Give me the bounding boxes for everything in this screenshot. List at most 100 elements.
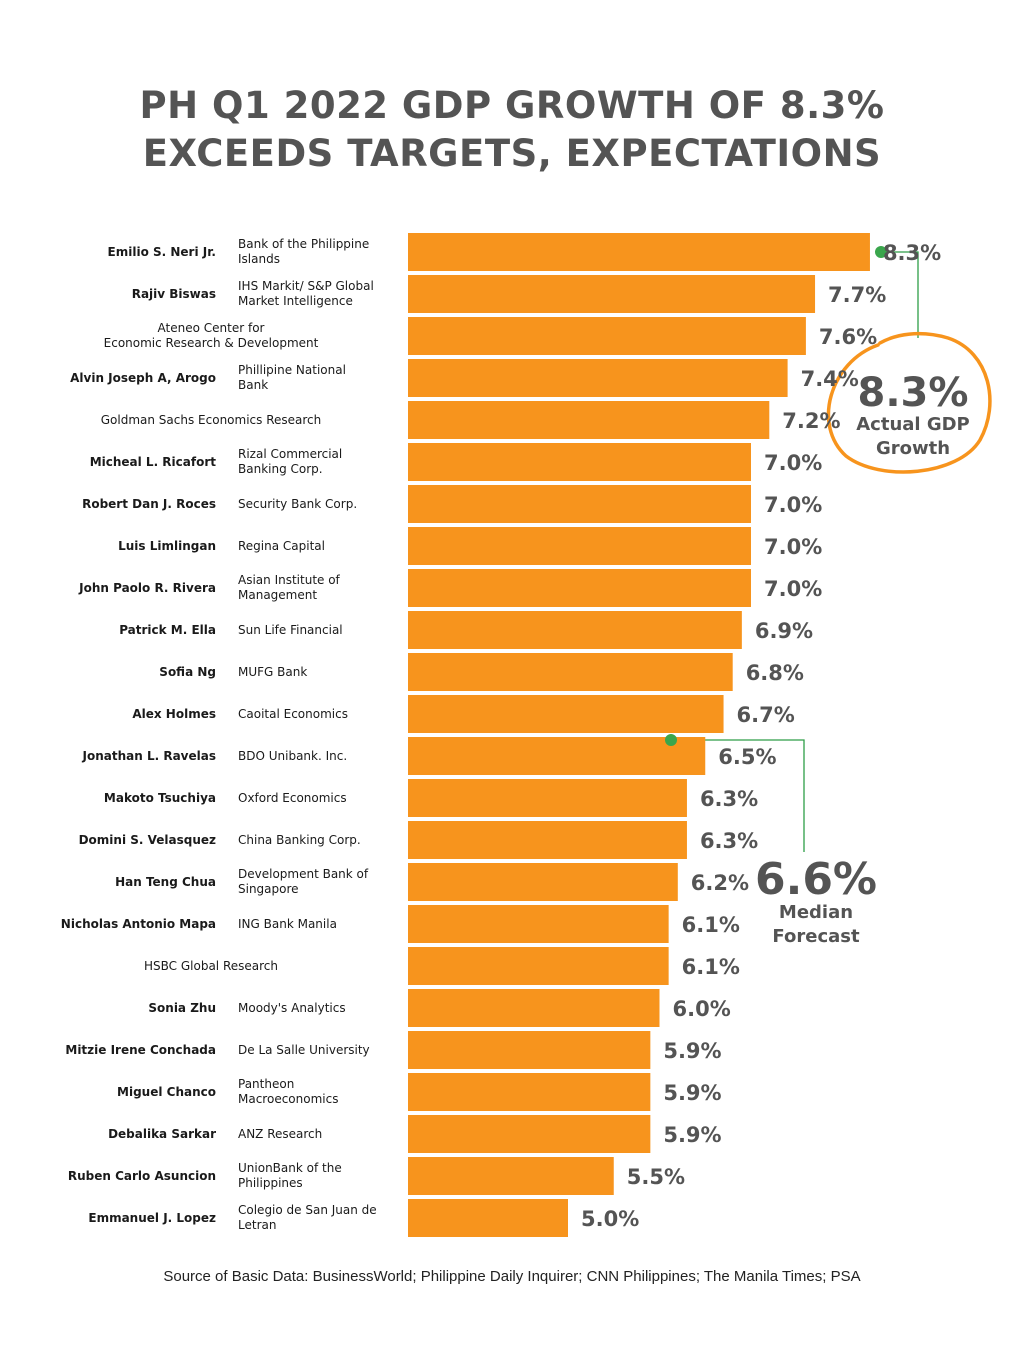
economist-name-15: Domini S. Velasquez [79,833,216,847]
institution-label-19: Moody's Analytics [238,1001,346,1015]
bar-value-label-9: 7.0% [764,577,822,601]
economist-name-17: Nicholas Antonio Mapa [61,917,216,931]
institution-label-15: China Banking Corp. [238,833,361,847]
bar-6 [408,443,751,481]
economist-name-14: Makoto Tsuchiya [104,791,216,805]
institution-label-6: Rizal Commercial Banking Corp. [238,447,342,476]
bar-value-label-13: 6.5% [718,745,776,769]
economist-name-10: Patrick M. Ella [119,623,216,637]
bar-value-label-16: 6.2% [691,871,749,895]
institution-label-16: Development Bank of Singapore [238,867,369,896]
economist-name-2: Rajiv Biswas [132,287,216,301]
actual-caption-line-2: Growth [876,438,950,459]
economist-name-20: Mitzie Irene Conchada [65,1043,216,1057]
economist-name-12: Alex Holmes [132,707,216,721]
bar-3 [408,317,806,355]
economist-name-7: Robert Dan J. Roces [82,497,216,511]
economist-name-6: Micheal L. Ricafort [90,455,217,469]
bar-21 [408,1073,651,1111]
economist-name-24: Emmanuel J. Lopez [88,1211,216,1225]
bar-value-label-14: 6.3% [700,787,758,811]
bars-layer [408,233,870,1237]
bar-12 [408,695,724,733]
bar-value-label-23: 5.5% [627,1165,685,1189]
bar-13 [408,737,706,775]
bar-11 [408,653,733,691]
institution-label-7: Security Bank Corp. [238,497,357,511]
institution-label-14: Oxford Economics [238,791,347,805]
bar-value-label-21: 5.9% [663,1081,721,1105]
institution-label-3: Ateneo Center for Economic Research & Dev… [104,321,319,350]
title-line-1: PH Q1 2022 GDP GROWTH OF 8.3% [139,84,885,127]
institution-label-9: Asian Institute of Management [238,573,341,602]
institution-label-21: Pantheon Macroeconomics [238,1077,338,1106]
actual-value: 8.3% [858,370,969,416]
bar-16 [408,863,678,901]
bar-value-label-20: 5.9% [663,1039,721,1063]
bar-17 [408,905,669,943]
bar-7 [408,485,751,523]
economist-name-22: Debalika Sarkar [108,1127,216,1141]
institution-label-22: ANZ Research [238,1127,322,1141]
institution-label-1: Bank of the Philippine Islands [238,237,369,266]
bar-value-label-2: 7.7% [828,283,886,307]
economist-name-4: Alvin Joseph A, Arogo [70,371,216,385]
bar-value-label-15: 6.3% [700,829,758,853]
actual-marker-dot [875,246,887,258]
bar-1 [408,233,870,271]
bar-value-label-18: 6.1% [682,955,740,979]
bar-value-label-12: 6.7% [737,703,795,727]
economist-name-19: Sonia Zhu [148,1001,216,1015]
bar-value-label-6: 7.0% [764,451,822,475]
bar-value-label-22: 5.9% [663,1123,721,1147]
institution-label-20: De La Salle University [238,1043,370,1057]
bar-value-label-7: 7.0% [764,493,822,517]
bar-5 [408,401,770,439]
institution-label-8: Regina Capital [238,539,325,553]
bar-value-label-24: 5.0% [581,1207,639,1231]
economist-name-1: Emilio S. Neri Jr. [108,245,216,259]
bar-value-label-3: 7.6% [819,325,877,349]
median-connector-line [671,739,805,852]
bar-20 [408,1031,651,1069]
bar-value-label-19: 6.0% [673,997,731,1021]
annotation-layer: 8.3%Actual GDP Growth 6.6%Median Forecast [671,246,992,947]
economist-name-11: Sofia Ng [159,665,216,679]
bar-value-label-17: 6.1% [682,913,740,937]
bar-value-label-5: 7.2% [782,409,840,433]
bar-value-label-10: 6.9% [755,619,813,643]
bar-value-label-11: 6.8% [746,661,804,685]
bar-value-label-8: 7.0% [764,535,822,559]
institution-label-17: ING Bank Manila [238,917,337,931]
economist-name-9: John Paolo R. Rivera [78,581,216,595]
institution-label-11: MUFG Bank [238,665,307,679]
economist-name-23: Ruben Carlo Asuncion [68,1169,216,1183]
bar-8 [408,527,751,565]
bar-value-label-1: 8.3% [883,241,941,265]
institution-label-13: BDO Unibank. Inc. [238,749,347,763]
economist-name-13: Jonathan L. Ravelas [82,749,216,763]
median-caption-line-1: Median [779,902,853,923]
institution-label-23: UnionBank of the Philippines [238,1161,342,1190]
source-note: Source of Basic Data: BusinessWorld; Phi… [163,1268,861,1285]
bar-10 [408,611,742,649]
bar-14 [408,779,687,817]
economist-name-16: Han Teng Chua [115,875,216,889]
actual-caption-line-1: Actual GDP [856,414,970,435]
bar-18 [408,947,669,985]
economist-name-8: Luis Limlingan [118,539,216,553]
bar-15 [408,821,687,859]
institution-label-18: HSBC Global Research [144,959,278,973]
institution-label-5: Goldman Sachs Economics Research [101,413,322,427]
bar-2 [408,275,816,313]
institution-label-2: IHS Markit/ S&P Global Market Intelligenc… [238,279,374,308]
median-value: 6.6% [755,854,877,905]
bar-9 [408,569,751,607]
bar-22 [408,1115,651,1153]
institution-label-24: Colegio de San Juan de Letran [238,1203,377,1232]
economist-name-21: Miguel Chanco [117,1085,216,1099]
bar-4 [408,359,788,397]
institution-label-12: Caoital Economics [238,707,348,721]
median-marker-dot [665,734,677,746]
